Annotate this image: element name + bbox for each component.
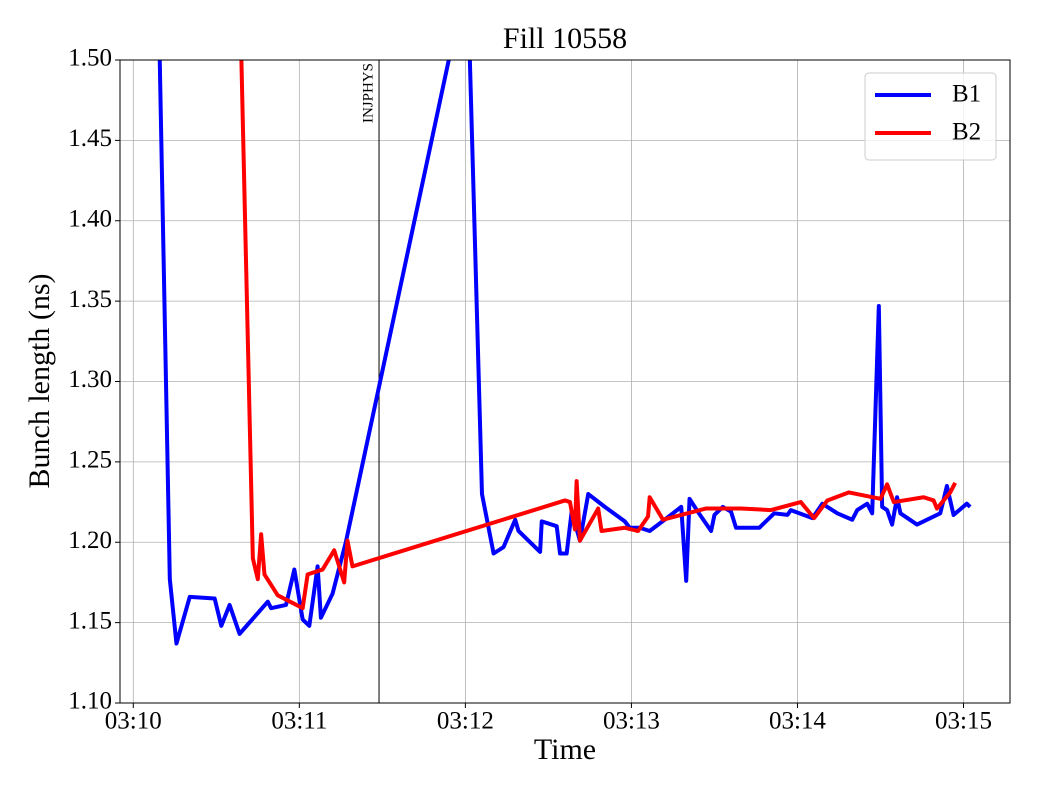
x-axis-label: Time xyxy=(534,733,596,766)
y-axis-label: Bunch length (ns) xyxy=(23,274,56,489)
y-tick-label: 1.35 xyxy=(68,286,112,313)
annotation-label: INJPHYS xyxy=(360,63,376,123)
y-tick-label: 1.15 xyxy=(68,607,112,634)
x-tick-label: 03:13 xyxy=(603,708,660,735)
x-tick-label: 03:14 xyxy=(769,708,826,735)
y-tick-label: 1.20 xyxy=(68,527,112,554)
x-tick-label: 03:11 xyxy=(271,708,327,735)
y-tick-label: 1.10 xyxy=(68,688,112,715)
legend-label: B2 xyxy=(952,119,981,146)
y-tick-label: 1.30 xyxy=(68,366,112,393)
x-tick-label: 03:12 xyxy=(437,708,494,735)
legend-label: B1 xyxy=(952,81,981,108)
y-tick-label: 1.40 xyxy=(68,205,112,232)
data-line xyxy=(239,60,957,611)
y-tick-label: 1.50 xyxy=(68,45,112,72)
y-tick-label: 1.25 xyxy=(68,447,112,474)
x-tick-label: 03:15 xyxy=(935,708,992,735)
y-tick-label: 1.45 xyxy=(68,125,112,152)
chart-title: Fill 10558 xyxy=(503,22,627,55)
data-line xyxy=(157,60,972,646)
x-tick-label: 03:10 xyxy=(105,708,162,735)
